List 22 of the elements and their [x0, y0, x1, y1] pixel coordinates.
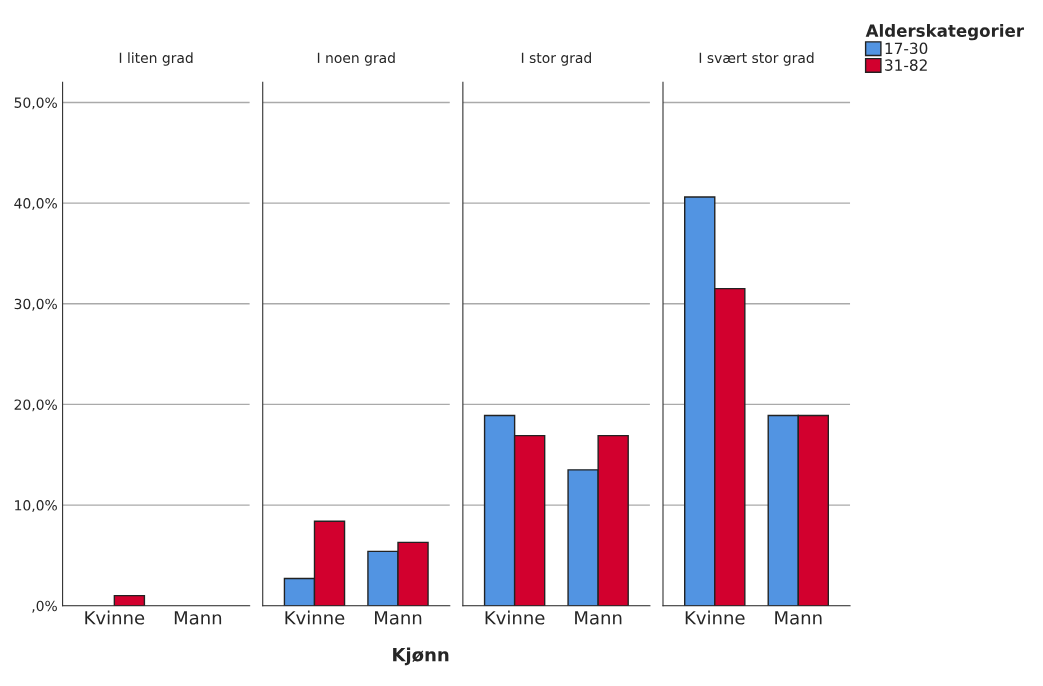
y-tick-label: 10,0% [15, 500, 57, 512]
y-tick-label: 50,0% [14, 97, 57, 110]
chart-title: I noen grad [317, 52, 395, 66]
x-tick-label: Kvinne [285, 610, 345, 625]
chart-title: I liten grad [119, 52, 193, 66]
x-tick-label: Mann [174, 611, 222, 625]
chart-title: I stor grad [521, 52, 591, 66]
y-tick-label: 20,0% [14, 399, 57, 412]
y-tick-label: ,0% [32, 600, 57, 613]
x-tick-label: Mann [775, 611, 822, 625]
x-tick-label: Kvinne [485, 610, 545, 625]
y-tick-label: 40,0% [14, 198, 57, 210]
legend-label: 17-30 [885, 42, 928, 55]
x-tick-label: Mann [575, 611, 622, 625]
x-axis-title: Kjønn [393, 647, 449, 666]
y-tick-label: 30,0% [14, 298, 57, 311]
legend-title: Alderskategorier [865, 24, 1024, 41]
x-tick-label: Kvinne [685, 610, 745, 625]
x-tick-label: Mann [375, 611, 422, 625]
legend-label: 31-82 [885, 59, 927, 71]
x-tick-label: Kvinne [85, 610, 145, 625]
chart-title: I svært stor grad [699, 52, 814, 66]
